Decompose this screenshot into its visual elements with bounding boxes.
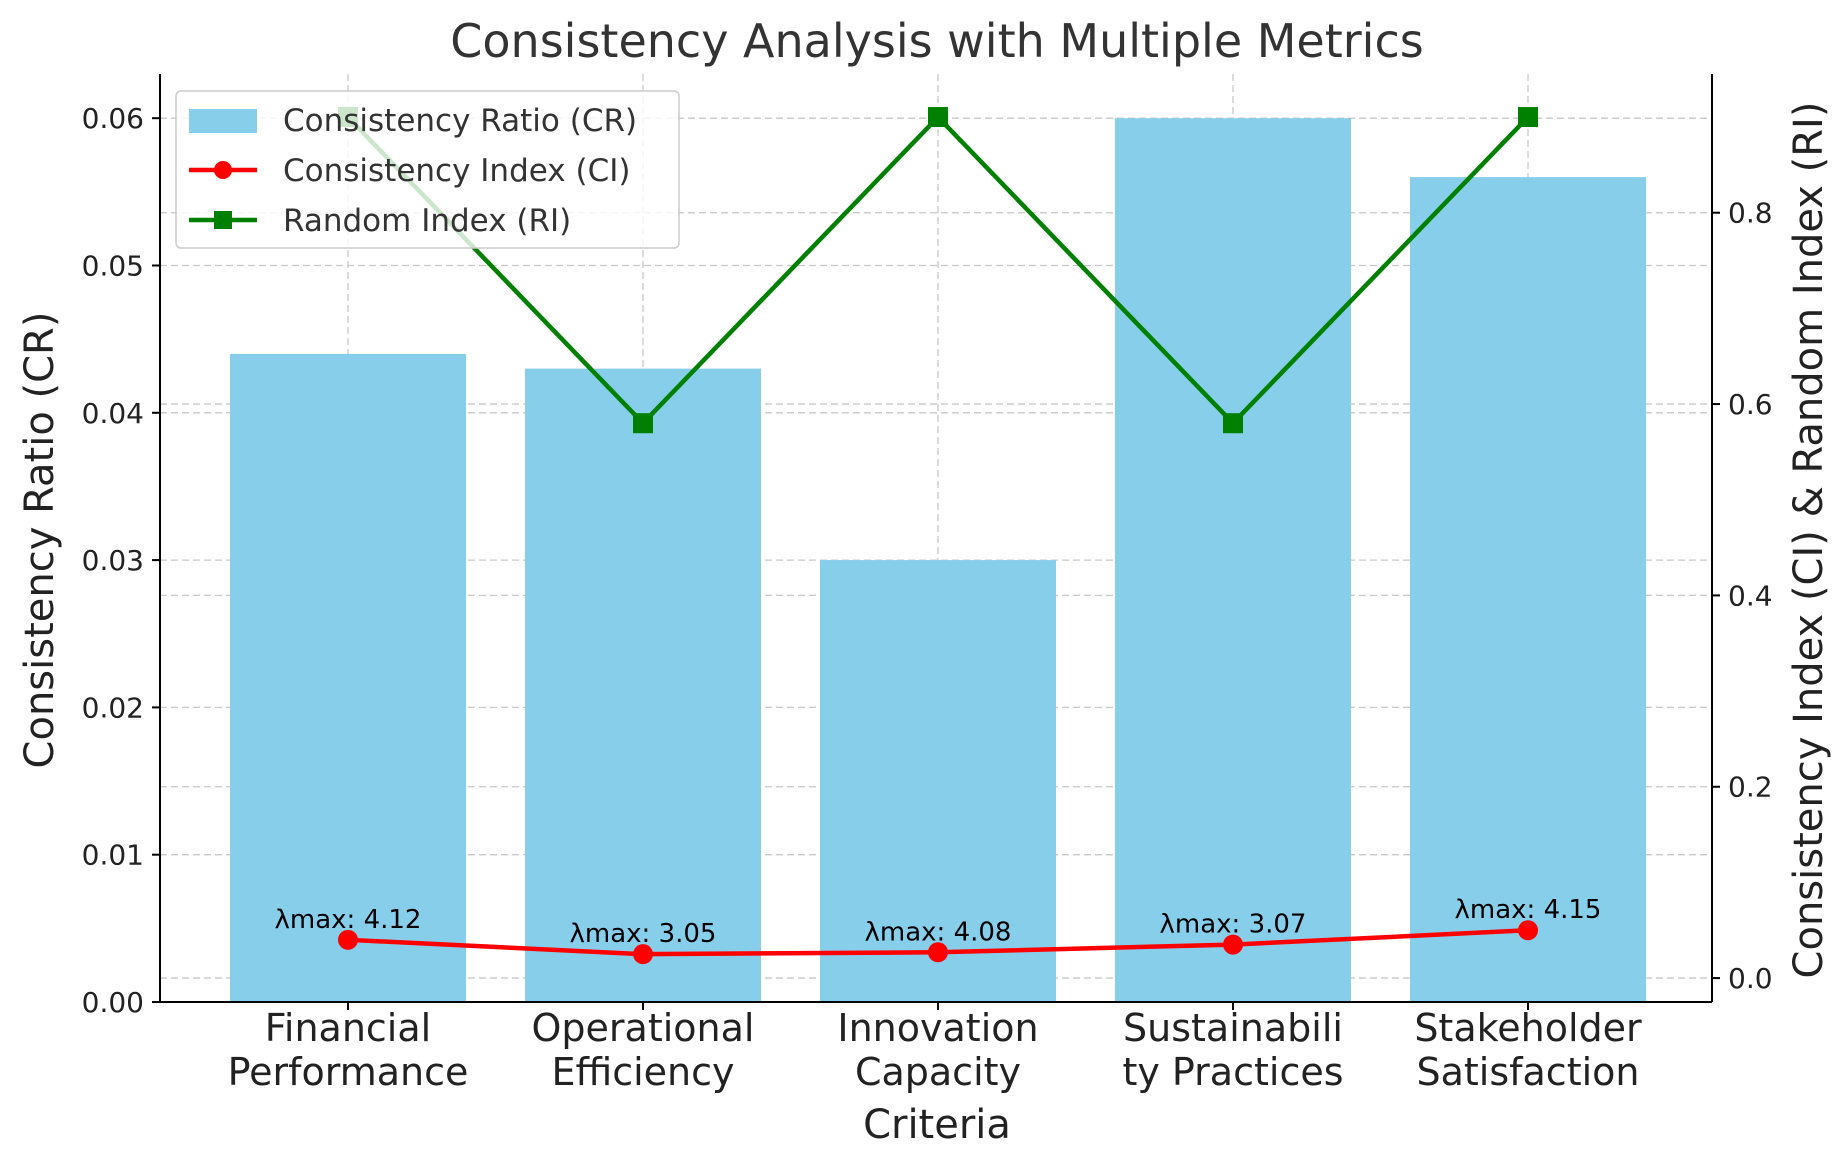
- bar: [820, 560, 1056, 1002]
- y-tick-label: 0.05: [82, 249, 144, 282]
- annotation-layer: λmax: 4.12 λmax: 3.05 λmax: 4.08 λmax: 3.07…: [275, 895, 1602, 949]
- ci-point: [928, 942, 948, 963]
- legend: Consistency Ratio (CR) Consistency Index…: [175, 90, 680, 249]
- ci-point: [633, 944, 653, 965]
- ci-point: [1518, 920, 1538, 941]
- y2-tick-label: 0.8: [1728, 197, 1773, 230]
- x-tick-label: Capacity: [855, 1050, 1021, 1094]
- x-tick-label: Performance: [228, 1050, 469, 1094]
- y-tick-label: 0.03: [82, 544, 144, 577]
- lambda-annotation: λmax: 4.12: [275, 905, 422, 935]
- x-tick-label: Operational: [532, 1006, 755, 1050]
- x-tick-label: Efficiency: [551, 1050, 734, 1094]
- lambda-annotation: λmax: 4.15: [1455, 895, 1602, 925]
- y-tick-label: 0.06: [82, 102, 144, 135]
- y2-tick-label: 0.4: [1728, 579, 1773, 612]
- bar: [230, 353, 466, 1002]
- ci-point: [1223, 934, 1243, 955]
- lambda-annotation: λmax: 3.07: [1160, 910, 1307, 940]
- lines-layer: [338, 107, 1538, 965]
- y2-tick-label: 0.2: [1728, 771, 1773, 804]
- chart-title: Consistency Analysis with Multiple Metri…: [450, 14, 1423, 68]
- y2-axis-label: Consistency Index (CI) & Random Index (R…: [1786, 102, 1832, 979]
- bars-layer: [230, 118, 1646, 1003]
- y-tick-label: 0.02: [82, 691, 144, 724]
- ci-point: [338, 929, 358, 950]
- lambda-annotation: λmax: 3.05: [570, 919, 717, 949]
- legend-marker-ci: [214, 161, 232, 179]
- legend-frame: [175, 90, 680, 249]
- y2-tick-label: 0.0: [1728, 962, 1773, 995]
- bar: [1410, 177, 1646, 1003]
- legend-label-cr: Consistency Ratio (CR): [283, 103, 637, 139]
- bar: [1115, 118, 1351, 1002]
- x-tick-label: Innovation: [837, 1006, 1038, 1050]
- y-tick-label: 0.00: [82, 986, 144, 1019]
- y-tick-label: 0.04: [82, 397, 144, 430]
- x-tick-label: Satisfaction: [1416, 1050, 1639, 1094]
- y-tick-label: 0.01: [82, 839, 144, 872]
- ri-point: [633, 413, 653, 434]
- ri-point: [1518, 107, 1538, 128]
- x-axis-label: Criteria: [863, 1102, 1011, 1148]
- y-axis-label: Consistency Ratio (CR): [17, 312, 63, 769]
- lambda-annotation: λmax: 4.08: [865, 917, 1012, 947]
- y2-tick-label: 0.6: [1728, 388, 1773, 421]
- ri-point: [1223, 413, 1243, 434]
- ri-point: [928, 107, 948, 128]
- legend-marker-ri: [214, 211, 232, 229]
- legend-label-ri: Random Index (RI): [283, 203, 571, 239]
- x-tick-label: Sustainabili: [1123, 1006, 1343, 1050]
- legend-label-ci: Consistency Index (CI): [283, 153, 630, 189]
- bar: [525, 368, 761, 1003]
- legend-swatch-cr: [189, 109, 257, 133]
- x-tick-label: ty Practices: [1122, 1050, 1343, 1094]
- x-tick-label: Financial: [265, 1006, 431, 1050]
- axes-layer: 0.00 0.01 0.02 0.03 0.04 0.05 0.06 0.0 0.2 0.4 0.6…: [82, 74, 1773, 1094]
- x-tick-label: Stakeholder: [1414, 1006, 1642, 1050]
